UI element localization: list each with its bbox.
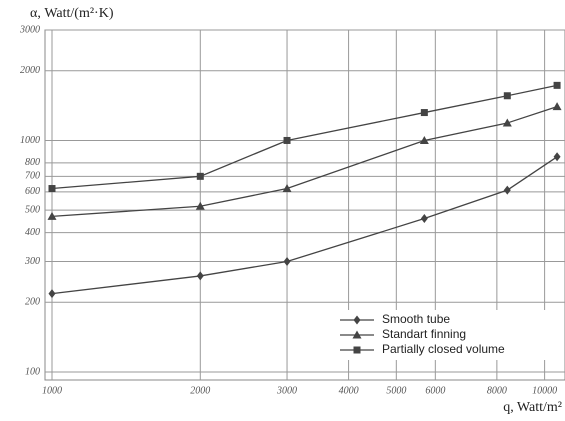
y-tick-label: 200 xyxy=(25,297,40,308)
y-tick-label: 3000 xyxy=(19,24,40,35)
y-tick-label: 400 xyxy=(25,227,40,238)
marker xyxy=(353,315,361,325)
x-tick-label: 5000 xyxy=(386,385,406,396)
y-tick-label: 700 xyxy=(25,171,40,182)
x-tick-label: 1000 xyxy=(42,385,62,396)
x-tick-label: 6000 xyxy=(425,385,445,396)
marker xyxy=(48,185,56,193)
y-tick-label: 800 xyxy=(25,157,40,168)
marker xyxy=(47,211,57,220)
marker xyxy=(353,346,361,354)
marker xyxy=(196,271,204,281)
series-line xyxy=(51,156,558,295)
marker xyxy=(352,330,362,339)
marker xyxy=(419,135,429,144)
x-tick-label: 4000 xyxy=(339,385,359,396)
legend-label: Partially closed volume xyxy=(382,342,505,356)
x-axis-label: q, Watt/m² xyxy=(503,400,562,415)
marker xyxy=(283,136,291,144)
y-axis-label: α, Watt/(m²·K) xyxy=(30,6,114,21)
y-tick-label: 2000 xyxy=(20,65,40,76)
marker xyxy=(420,214,428,224)
x-tick-label: 3000 xyxy=(276,385,297,396)
x-tick-label: 2000 xyxy=(190,385,210,396)
marker xyxy=(420,109,428,117)
marker xyxy=(283,257,291,267)
x-tick-label: 10000 xyxy=(532,385,557,396)
marker xyxy=(503,185,511,195)
marker xyxy=(282,184,292,193)
marker xyxy=(553,81,561,89)
y-tick-label: 500 xyxy=(25,204,40,215)
marker xyxy=(196,172,204,180)
x-tick-label: 8000 xyxy=(487,385,507,396)
y-tick-label: 300 xyxy=(24,256,40,267)
marker xyxy=(552,102,562,111)
series-line xyxy=(51,106,558,218)
series-line xyxy=(51,84,558,190)
marker xyxy=(502,118,512,127)
marker xyxy=(195,201,205,210)
legend-label: Standart finning xyxy=(382,327,466,341)
marker xyxy=(503,92,511,100)
marker xyxy=(553,152,561,162)
y-tick-label: 100 xyxy=(25,366,40,377)
y-tick-label: 600 xyxy=(25,186,40,197)
y-tick-label: 1000 xyxy=(20,135,40,146)
marker xyxy=(48,289,56,299)
legend-label: Smooth tube xyxy=(382,312,450,326)
